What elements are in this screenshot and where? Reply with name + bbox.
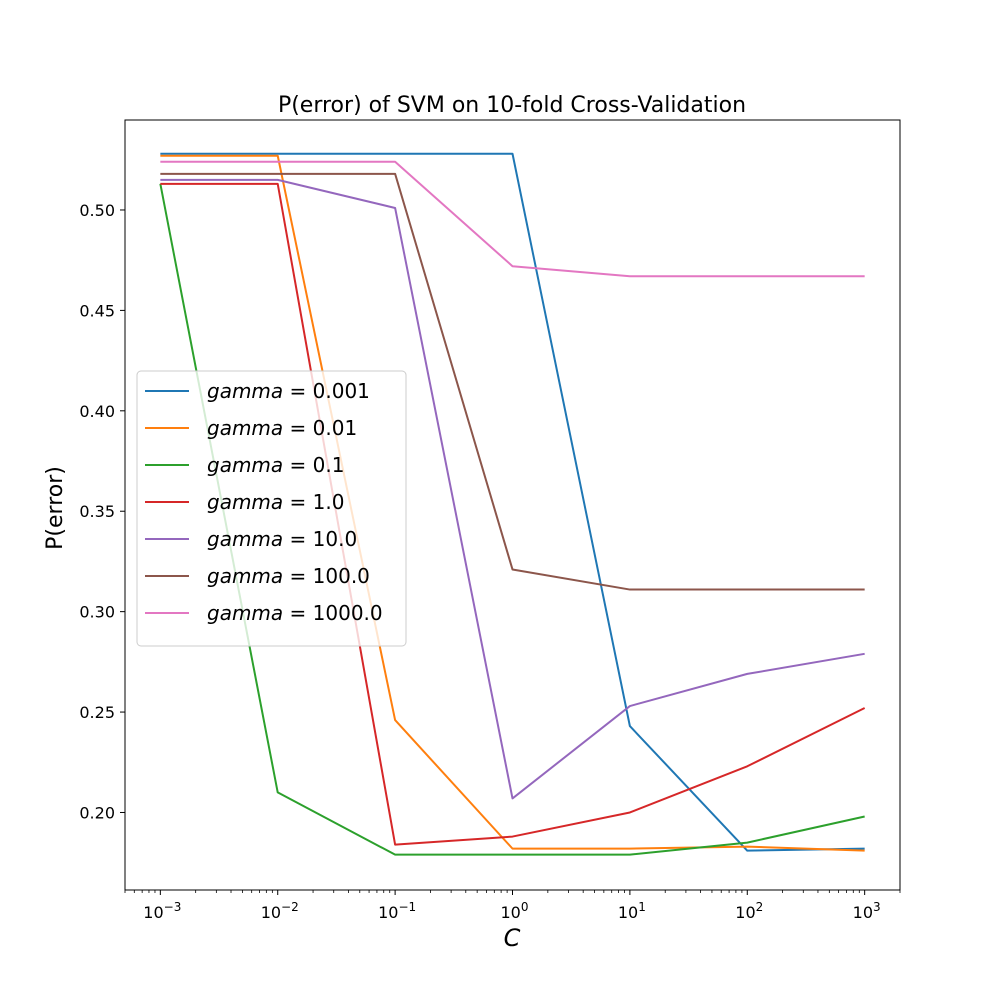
series-line-0 [160, 152, 865, 852]
legend-label-2: gamma = 0.1 [207, 453, 344, 477]
y-tick-label: 0.45 [79, 301, 115, 320]
series-line-4 [160, 178, 865, 800]
x-tick-label: 103 [853, 900, 881, 922]
y-tick-label: 0.35 [79, 502, 115, 521]
y-axis-label: P(error) [43, 466, 68, 550]
y-tick-label: 0.20 [79, 803, 115, 822]
legend-label-1: gamma = 0.01 [207, 416, 357, 440]
x-tick-label: 101 [618, 900, 646, 922]
legend-label-5: gamma = 100.0 [207, 564, 370, 588]
plot-area: 0.20 0.25 0.30 0.35 0.40 0.45 0.50 10−3 10−2 10−1… [79, 119, 901, 922]
legend-label-6: gamma = 1000.0 [207, 601, 383, 625]
x-tick-label: 102 [735, 900, 763, 922]
y-tick-label: 0.30 [79, 603, 115, 622]
series-line-3 [160, 182, 866, 846]
x-tick-label: 10−1 [378, 900, 416, 922]
y-tick-label: 0.50 [79, 201, 115, 220]
y-tick-label: 0.25 [79, 703, 115, 722]
x-tick-label: 10−3 [143, 900, 181, 922]
series-line-2 [159, 183, 865, 856]
legend-box [136, 370, 407, 647]
series-line-6 [160, 160, 865, 278]
legend-label-4: gamma = 10.0 [207, 527, 357, 551]
series-line-1 [160, 154, 865, 852]
legend-label-0: gamma = 0.001 [207, 379, 370, 403]
chart-title: P(error) of SVM on 10-fold Cross-Validat… [278, 93, 746, 118]
legend-label-3: gamma = 1.0 [207, 490, 344, 514]
y-tick-label: 0.40 [79, 402, 115, 421]
series-line-5 [160, 172, 865, 591]
x-axis-label: C [504, 924, 521, 952]
x-tick-label: 100 [501, 900, 529, 922]
x-tick-label: 10−2 [261, 900, 299, 922]
